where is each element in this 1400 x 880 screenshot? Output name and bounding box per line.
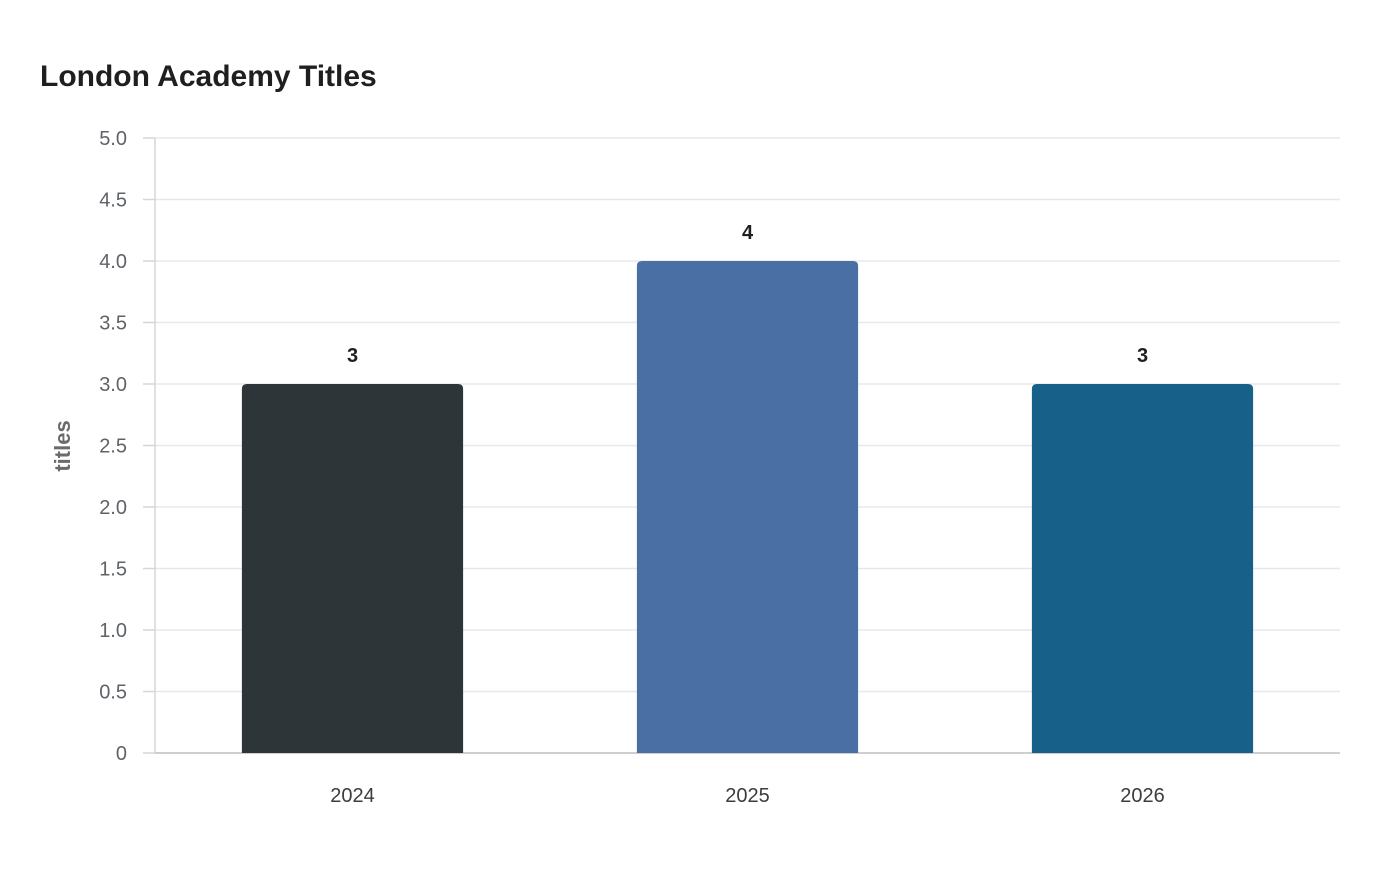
y-axis-title: titles xyxy=(50,420,75,471)
chart-title: London Academy Titles xyxy=(40,60,377,93)
y-tick-label: 4.0 xyxy=(99,251,127,273)
y-tick-label: 4.5 xyxy=(99,190,127,212)
bar-2024[interactable] xyxy=(241,384,464,753)
y-tick-label: 2.5 xyxy=(99,436,127,458)
y-tick-labels: 0 0.5 1.0 1.5 2.0 2.5 3.0 3.5 4.0 4.5 5.0 xyxy=(99,128,127,765)
y-tick-label: 1.5 xyxy=(99,559,127,581)
data-label-2025: 4 xyxy=(742,222,754,244)
data-label-2024: 3 xyxy=(347,345,358,367)
y-tick-label: 3.0 xyxy=(99,374,127,396)
y-tick-label: 5.0 xyxy=(99,128,127,150)
bar-2026[interactable] xyxy=(1031,384,1254,753)
x-tick-label-2025: 2025 xyxy=(725,785,770,807)
y-tick-label: 3.5 xyxy=(99,313,127,335)
y-tick-label: 1.0 xyxy=(99,620,127,642)
data-labels: 3 4 3 xyxy=(347,222,1148,367)
y-tick-label: 2.0 xyxy=(99,497,127,519)
x-tick-labels: 2024 2025 2026 xyxy=(330,785,1165,807)
y-tick-label: 0.5 xyxy=(99,682,127,704)
data-label-2026: 3 xyxy=(1137,345,1148,367)
bar-2025[interactable] xyxy=(636,261,859,753)
y-tick-label: 0 xyxy=(116,743,127,765)
bars xyxy=(241,261,1254,753)
x-tick-label-2024: 2024 xyxy=(330,785,375,807)
x-tick-label-2026: 2026 xyxy=(1120,785,1165,807)
